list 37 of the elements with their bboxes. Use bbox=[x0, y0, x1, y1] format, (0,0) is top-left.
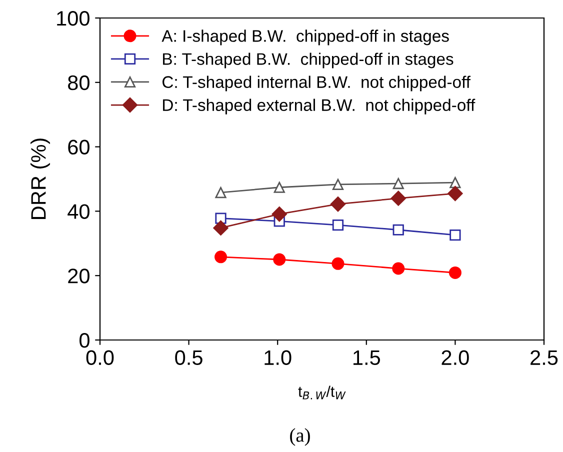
legend-label: D: T-shaped external B.W. not chipped-off bbox=[163, 98, 476, 114]
point bbox=[450, 229, 461, 241]
legend-label: C: T-shaped internal B.W. not chipped-off bbox=[162, 76, 471, 92]
y-tick-label: 60 bbox=[68, 140, 90, 155]
text: (a) bbox=[290, 428, 310, 446]
legend-label: B: T-shaped B.W. chipped-off in stages bbox=[163, 52, 454, 68]
y-tick-label: 40 bbox=[68, 204, 90, 219]
point bbox=[450, 176, 461, 188]
point bbox=[274, 182, 285, 193]
point bbox=[392, 178, 404, 190]
y-tick-label: 0 bbox=[80, 333, 90, 348]
point bbox=[330, 196, 346, 212]
point bbox=[448, 186, 463, 202]
point bbox=[390, 190, 406, 206]
point bbox=[392, 224, 404, 236]
y-tick-label: 100 bbox=[57, 11, 90, 26]
point bbox=[448, 266, 462, 279]
point bbox=[215, 186, 226, 198]
point bbox=[332, 219, 344, 231]
point bbox=[392, 262, 405, 275]
point bbox=[213, 220, 228, 236]
x-axis-title: t$_{B.W}$/t$_{W}$ bbox=[298, 386, 346, 400]
y-axis-title: DRR (%) bbox=[30, 138, 50, 219]
x-tick-label: 0.0 bbox=[86, 350, 114, 366]
point bbox=[332, 178, 344, 190]
y-tick-label: 20 bbox=[68, 268, 90, 284]
y-tick-label: 80 bbox=[68, 75, 90, 90]
point bbox=[332, 257, 344, 270]
point bbox=[272, 206, 287, 222]
x-tick-label: 0.5 bbox=[175, 350, 202, 366]
legend-label: A: I-shaped B.W. chipped-off in stages bbox=[162, 30, 449, 46]
x-tick-label: 1.0 bbox=[264, 350, 292, 366]
x-tick-label: 2.0 bbox=[442, 350, 469, 366]
x-tick-label: 2.5 bbox=[530, 350, 558, 366]
x-tick-label: 1.5 bbox=[354, 350, 380, 366]
point bbox=[273, 253, 286, 266]
point bbox=[214, 250, 228, 264]
